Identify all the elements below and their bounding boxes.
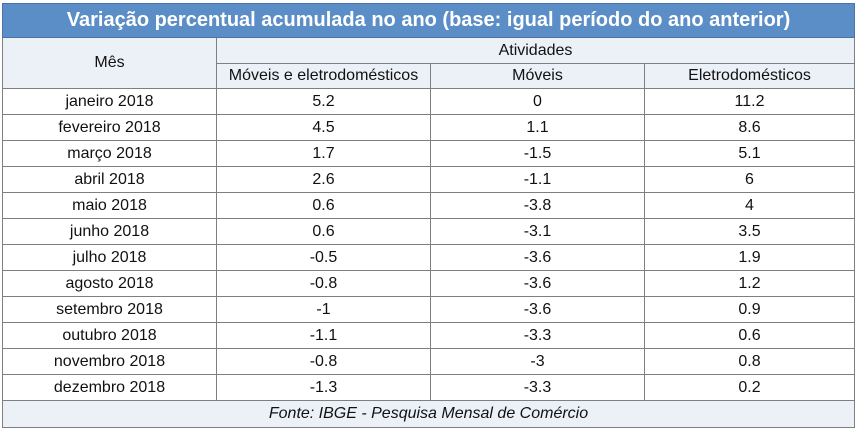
month-cell: setembro 2018 [2,296,217,323]
value-cell-eletro: 0.8 [644,348,855,375]
value-cell-moveis: -1.1 [430,166,645,193]
data-table-container: Variação percentual acumulada no ano (ba… [2,3,855,428]
value-cell-eletro: 0.2 [644,374,855,401]
table-row: fevereiro 2018 4.5 1.1 8.6 [2,114,855,141]
month-cell: agosto 2018 [2,270,217,297]
value-cell-moveis-eletro: -1 [216,296,431,323]
value-cell-eletro: 6 [644,166,855,193]
month-cell: março 2018 [2,140,217,167]
value-cell-moveis: -3.3 [430,322,645,349]
table-title: Variação percentual acumulada no ano (ba… [2,3,855,38]
value-cell-eletro: 8.6 [644,114,855,141]
table-row: junho 2018 0.6 -3.1 3.5 [2,218,855,245]
month-cell: dezembro 2018 [2,374,217,401]
column-header-moveis-eletro: Móveis e eletrodomésticos [216,63,431,89]
source-footer: Fonte: IBGE - Pesquisa Mensal de Comérci… [2,400,855,428]
month-cell: novembro 2018 [2,348,217,375]
value-cell-moveis-eletro: -0.8 [216,270,431,297]
value-cell-moveis: 1.1 [430,114,645,141]
value-cell-moveis-eletro: -1.3 [216,374,431,401]
value-cell-eletro: 0.6 [644,322,855,349]
value-cell-moveis-eletro: 0.6 [216,192,431,219]
value-cell-moveis: -3.1 [430,218,645,245]
value-cell-moveis-eletro: 4.5 [216,114,431,141]
month-cell: abril 2018 [2,166,217,193]
table-row: julho 2018 -0.5 -3.6 1.9 [2,244,855,271]
table-row: agosto 2018 -0.8 -3.6 1.2 [2,270,855,297]
table-row: janeiro 2018 5.2 0 11.2 [2,88,855,115]
value-cell-moveis-eletro: 2.6 [216,166,431,193]
value-cell-moveis: -3.6 [430,296,645,323]
value-cell-moveis-eletro: 5.2 [216,88,431,115]
value-cell-moveis: -1.5 [430,140,645,167]
value-cell-eletro: 5.1 [644,140,855,167]
value-cell-moveis: -3.8 [430,192,645,219]
value-cell-moveis-eletro: 0.6 [216,218,431,245]
value-cell-moveis: -3.3 [430,374,645,401]
activities-header: Atividades [216,37,855,64]
value-cell-moveis: -3 [430,348,645,375]
table-row: março 2018 1.7 -1.5 5.1 [2,140,855,167]
value-cell-moveis: 0 [430,88,645,115]
variation-table: Variação percentual acumulada no ano (ba… [2,3,855,428]
table-row: outubro 2018 -1.1 -3.3 0.6 [2,322,855,349]
value-cell-moveis-eletro: 1.7 [216,140,431,167]
value-cell-moveis-eletro: -1.1 [216,322,431,349]
month-header: Mês [2,37,217,89]
value-cell-eletro: 3.5 [644,218,855,245]
table-row: novembro 2018 -0.8 -3 0.8 [2,348,855,375]
value-cell-eletro: 1.9 [644,244,855,271]
value-cell-eletro: 1.2 [644,270,855,297]
column-header-eletro: Eletrodomésticos [644,63,855,89]
month-cell: janeiro 2018 [2,88,217,115]
value-cell-moveis-eletro: -0.8 [216,348,431,375]
table-row: abril 2018 2.6 -1.1 6 [2,166,855,193]
column-header-moveis: Móveis [430,63,645,89]
table-row: maio 2018 0.6 -3.8 4 [2,192,855,219]
table-body: janeiro 2018 5.2 0 11.2 fevereiro 2018 4.5 1.1… [2,88,855,401]
table-row: setembro 2018 -1 -3.6 0.9 [2,296,855,323]
value-cell-moveis-eletro: -0.5 [216,244,431,271]
value-cell-moveis: -3.6 [430,270,645,297]
month-cell: fevereiro 2018 [2,114,217,141]
value-cell-eletro: 0.9 [644,296,855,323]
month-cell: junho 2018 [2,218,217,245]
value-cell-eletro: 11.2 [644,88,855,115]
value-cell-moveis: -3.6 [430,244,645,271]
table-row: dezembro 2018 -1.3 -3.3 0.2 [2,374,855,401]
month-cell: outubro 2018 [2,322,217,349]
month-cell: maio 2018 [2,192,217,219]
value-cell-eletro: 4 [644,192,855,219]
month-cell: julho 2018 [2,244,217,271]
